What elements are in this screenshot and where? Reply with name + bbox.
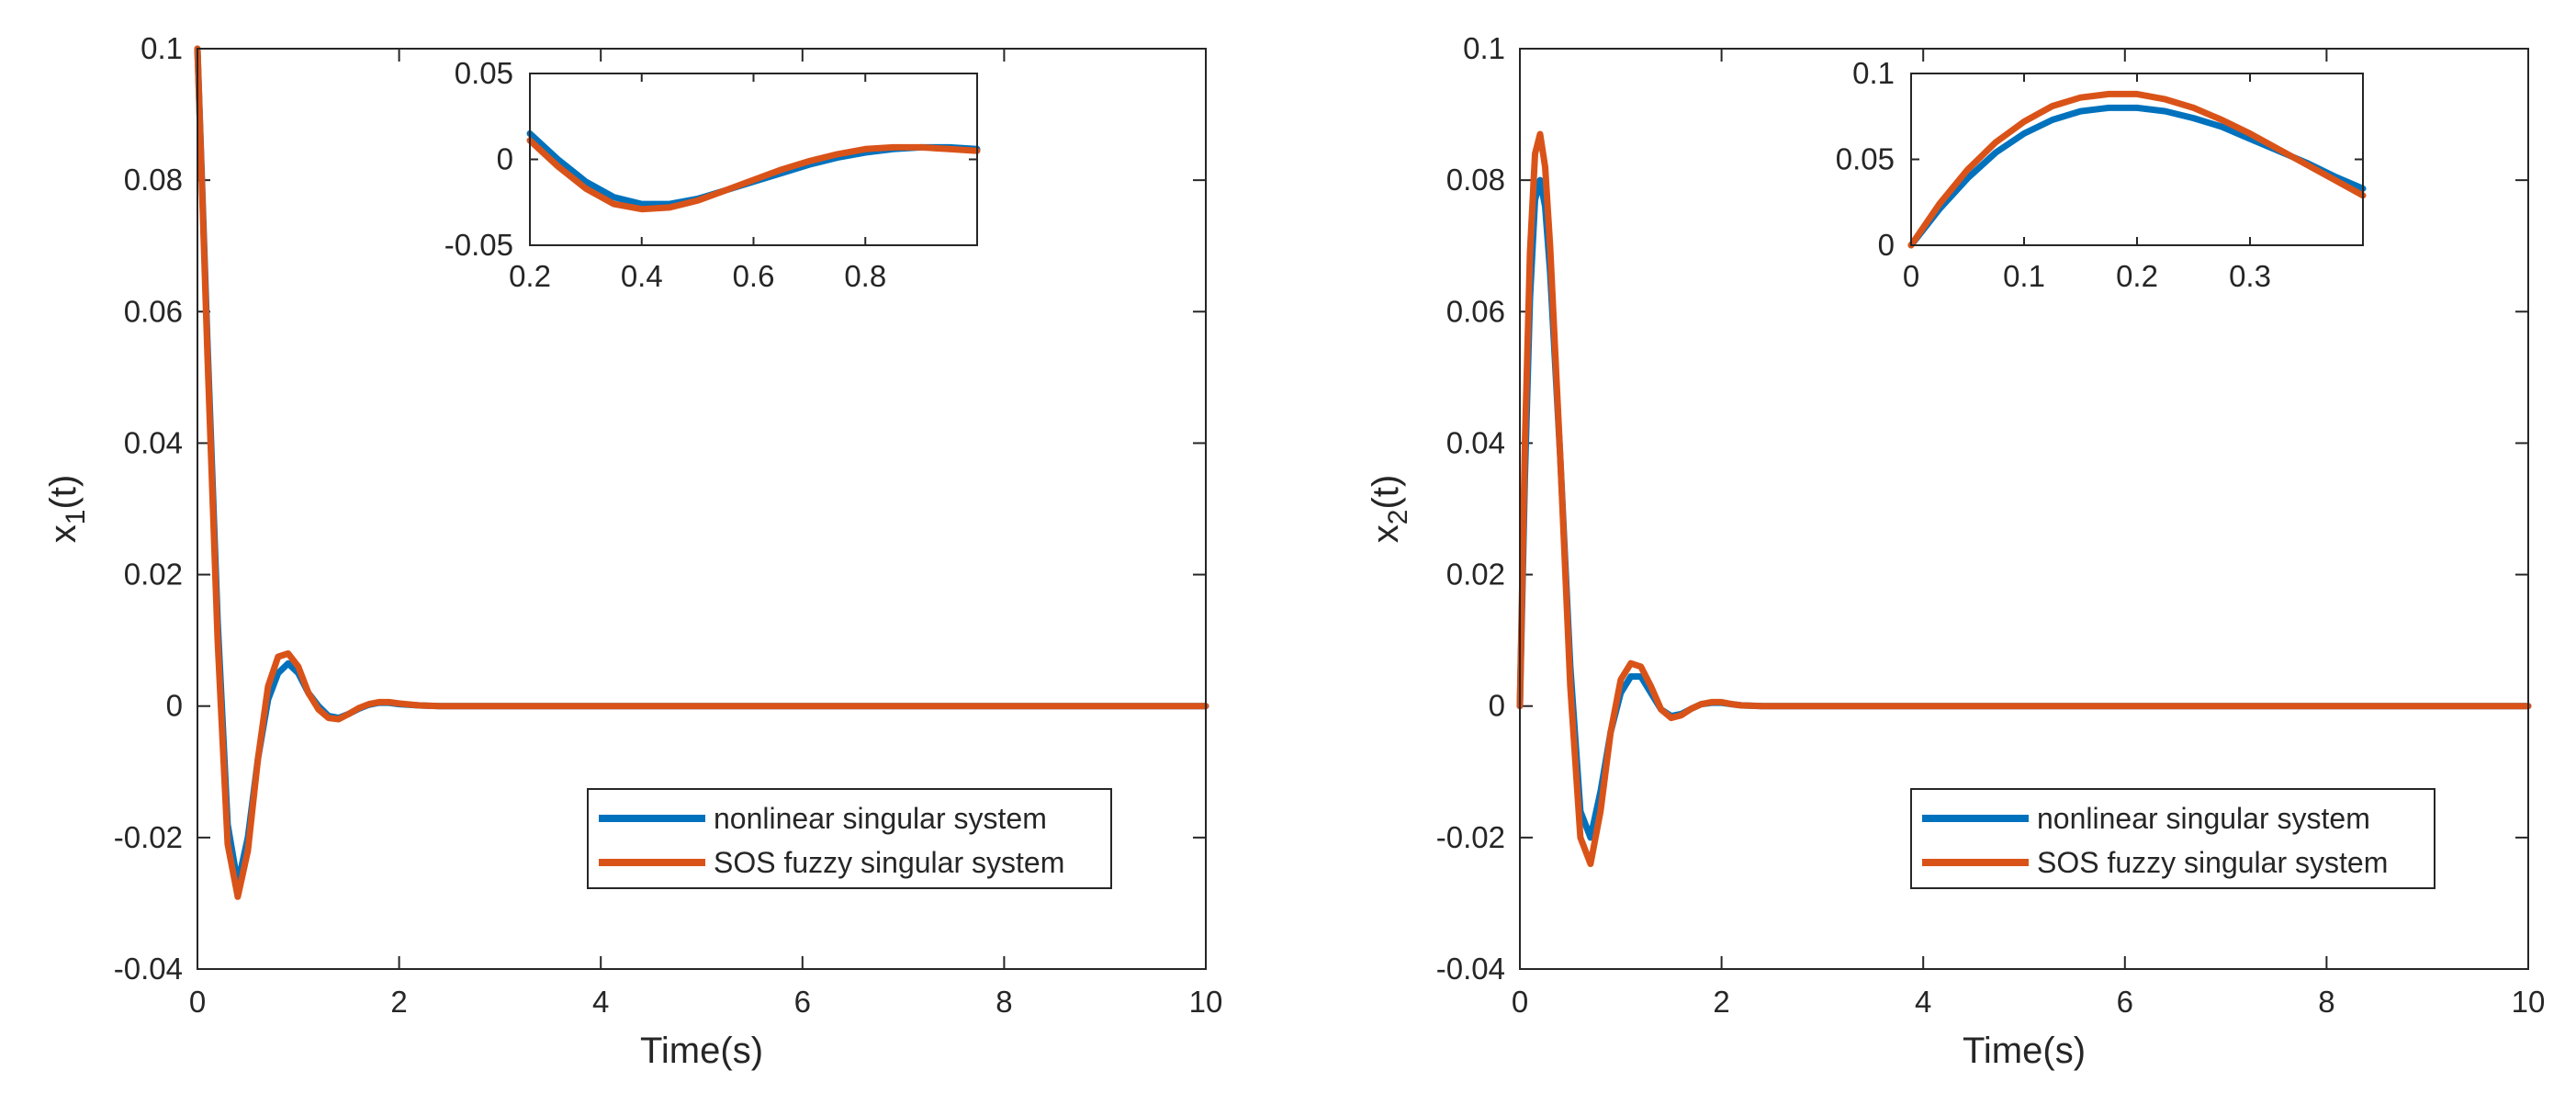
chart2-ytick-label: 0.08: [1446, 163, 1505, 197]
chart2-ylabel: x2(t): [1366, 475, 1413, 543]
chart1-legend-label-nonlinear: nonlinear singular system: [714, 802, 1047, 835]
chart2: 0 2 4 6 8 10 -0.04 -0.02 0 0.02 0.04 0.06 0.08 0.1 Tim…: [1366, 31, 2545, 1071]
chart2-xtick-label: 6: [2117, 985, 2133, 1019]
chart1-axes-frame: [197, 48, 1207, 970]
chart2-inset-frame: [1910, 73, 2364, 246]
chart1-xlabel: Time(s): [640, 1031, 763, 1071]
chart1-legend: nonlinear singular system SOS fuzzy singu…: [587, 788, 1112, 889]
chart2-legend-box: [1910, 788, 2435, 889]
chart1-legend-label-sos: SOS fuzzy singular system: [714, 846, 1064, 879]
chart2-xtick-label: 0: [1512, 985, 1528, 1019]
chart1-xtick-label: 6: [794, 985, 811, 1019]
chart1-inset-plot-area: [530, 73, 977, 245]
chart2-inset-xtick-label: 0.3: [2229, 259, 2271, 293]
chart2-ytick-label: -0.04: [1436, 952, 1505, 986]
chart2-ytick-label: 0.04: [1446, 425, 1505, 459]
chart1-xtick-label: 8: [996, 985, 1012, 1019]
chart2-xtick-label: 2: [1713, 985, 1729, 1019]
chart1-inset-ytick-label: 0.05: [455, 56, 513, 90]
chart1-ytick-label: 0: [166, 689, 183, 723]
chart2-inset-ytick-label: 0.1: [1852, 56, 1895, 90]
chart1-ytick-label: 0.06: [124, 294, 183, 328]
chart2-ytick-label: 0.1: [1463, 31, 1505, 65]
chart1-inset-ytick-label: -0.05: [444, 228, 513, 262]
chart2-inset-xtick-label: 0: [1903, 259, 1919, 293]
chart2-ytick-label: 0: [1489, 689, 1505, 723]
chart1-inset-ytick-label: 0: [497, 142, 513, 176]
chart2-legend-label-sos: SOS fuzzy singular system: [2037, 846, 2388, 879]
chart1-inset-xtick-label: 0.8: [844, 259, 886, 293]
chart1-inset-xtick-label: 0.6: [733, 259, 775, 293]
chart1-legend-box: [587, 788, 1112, 889]
chart1-ytick-label: 0.04: [124, 425, 183, 459]
chart1-inset-xtick-label: 0.4: [621, 259, 663, 293]
chart1-ytick-label: -0.04: [114, 952, 183, 986]
chart1-xtick-label: 0: [189, 985, 206, 1019]
chart1-ytick-label: -0.02: [114, 820, 183, 854]
chart1-inset-series-sos-line: [526, 137, 981, 213]
chart2-inset-series-sos-line: [1907, 90, 2367, 249]
chart2-inset-ytick-label: 0: [1878, 228, 1895, 262]
chart2-inset-xtick-label: 0.1: [2003, 259, 2045, 293]
chart2-ytick-label: 0.06: [1446, 294, 1505, 328]
chart2-xtick-label: 10: [2512, 985, 2546, 1019]
chart1-series-sos-line: [194, 45, 1209, 900]
chart2-legend: nonlinear singular system SOS fuzzy singu…: [1910, 788, 2435, 889]
chart1-ytick-label: 0.1: [141, 31, 183, 65]
chart2-series-sos-line: [1516, 130, 2532, 867]
chart2-inset: 0 0.1 0.2 0.3 0 0.05 0.1: [1836, 56, 2367, 293]
chart1-inset-frame: [529, 73, 978, 246]
chart2-legend-label-nonlinear: nonlinear singular system: [2037, 802, 2370, 835]
chart1-ylabel: x1(t): [43, 475, 91, 543]
chart2-ytick-label: 0.02: [1446, 558, 1505, 592]
chart1-ytick-label: 0.08: [124, 163, 183, 197]
chart1-inset-xtick-label: 0.2: [509, 259, 551, 293]
chart1-xtick-label: 10: [1189, 985, 1223, 1019]
chart2-inset-xtick-label: 0.2: [2116, 259, 2158, 293]
chart2-inset-ytick-label: 0.05: [1836, 142, 1895, 176]
chart1: 0 2 4 6 8 10 -0.04 -0.02 0 0.02 0.04 0.06 0.08 0.1 Tim…: [43, 31, 1222, 1071]
chart2-ytick-label: -0.02: [1436, 820, 1505, 854]
chart2-xtick-label: 8: [2318, 985, 2334, 1019]
chart1-inset: 0.2 0.4 0.6 0.8 -0.05 0 0.05: [444, 56, 981, 293]
chart1-xtick-label: 2: [390, 985, 407, 1019]
chart1-ytick-label: 0.02: [124, 558, 183, 592]
chart2-xtick-label: 4: [1915, 985, 1931, 1019]
chart1-xtick-label: 4: [592, 985, 609, 1019]
chart2-axes-frame: [1519, 48, 2529, 970]
chart2-xlabel: Time(s): [1963, 1031, 2086, 1071]
